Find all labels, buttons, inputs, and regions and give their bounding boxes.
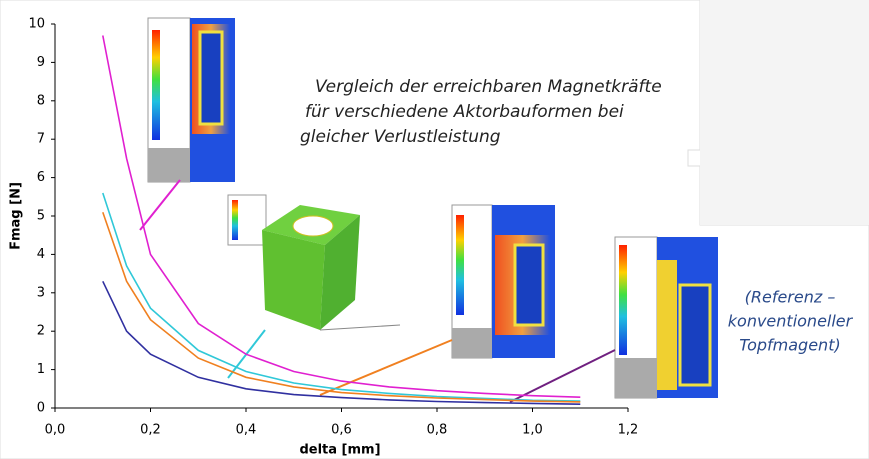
- background-notch: [700, 0, 869, 225]
- annotation-line: konventioneller: [728, 312, 854, 331]
- x-tick-label: 1,0: [522, 423, 543, 438]
- y-tick-label: 0: [37, 401, 45, 416]
- x-tick-label: 0,2: [140, 423, 161, 438]
- fem-image-3: [452, 205, 555, 358]
- x-tick-label: 0,0: [45, 423, 66, 438]
- fem-image-4: [615, 237, 718, 398]
- annotation-line: (Referenz –: [745, 288, 836, 307]
- annotation-line: Vergleich der erreichbaren Magnetkräfte: [315, 77, 662, 97]
- y-tick-label: 3: [37, 285, 45, 300]
- y-tick-label: 1: [37, 362, 45, 377]
- y-tick-label: 6: [37, 170, 45, 185]
- x-tick-label: 0,6: [331, 423, 352, 438]
- y-tick-label: 5: [37, 209, 45, 224]
- annotation-line: gleicher Verlustleistung: [300, 127, 501, 147]
- y-tick-label: 10: [28, 17, 45, 32]
- annotation-line: Topfmagent): [739, 336, 840, 355]
- page: Fmag [N] delta [mm] Vergleich de: [0, 0, 869, 459]
- x-axis-label: delta [mm]: [299, 443, 380, 458]
- x-tick-label: 0,8: [427, 423, 448, 438]
- y-tick-label: 4: [37, 247, 45, 262]
- y-tick-label: 7: [37, 132, 45, 147]
- y-tick-label: 9: [37, 55, 45, 70]
- y-tick-label: 8: [37, 93, 45, 108]
- fem-image-1: [148, 18, 235, 182]
- y-axis-label: Fmag [N]: [9, 182, 24, 250]
- chart: Fmag [N] delta [mm] Vergleich de: [0, 0, 869, 459]
- annotation-line: für verschiedene Aktorbauformen bei: [305, 102, 624, 122]
- x-tick-label: 1,2: [618, 423, 639, 438]
- y-tick-label: 2: [37, 324, 45, 339]
- x-tick-label: 0,4: [236, 423, 257, 438]
